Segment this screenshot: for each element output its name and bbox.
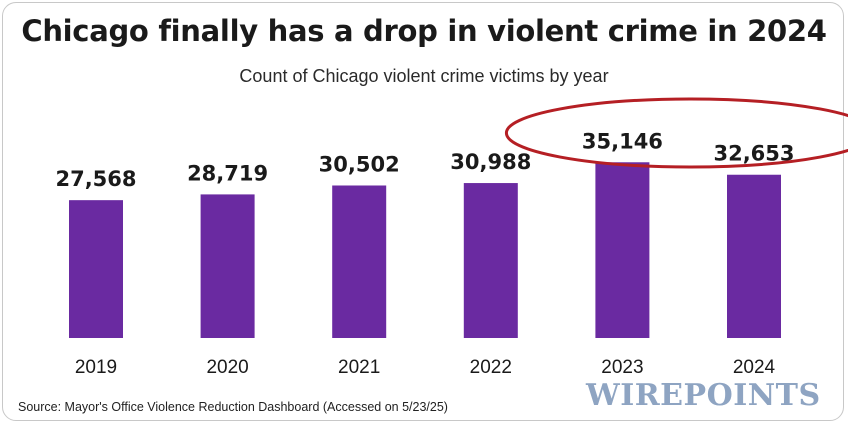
x-tick-label-2020: 2020 [206, 357, 248, 378]
value-label-2019: 27,568 [55, 167, 136, 191]
x-tick-label-2021: 2021 [338, 357, 380, 378]
x-tick-label-2023: 2023 [601, 357, 643, 378]
chart-subtitle: Count of Chicago violent crime victims b… [239, 66, 609, 86]
value-label-2022: 30,988 [450, 150, 531, 174]
chart-title: Chicago finally has a drop in violent cr… [21, 14, 827, 48]
value-label-2021: 30,502 [319, 152, 400, 176]
bar-2019 [69, 200, 123, 338]
highlight-ellipse [504, 97, 848, 169]
bar-2020 [200, 194, 255, 338]
wirepoints-logo: WIREPOINTS [586, 378, 821, 413]
source-note: Source: Mayor's Office Violence Reductio… [18, 400, 448, 414]
x-tick-label-2019: 2019 [75, 357, 117, 378]
value-label-2020: 28,719 [187, 161, 268, 185]
chart-frame [2, 2, 844, 421]
bar-2023 [595, 162, 650, 338]
bar-2022 [463, 183, 518, 338]
x-tick-label-2022: 2022 [470, 357, 512, 378]
x-tick-label-2024: 2024 [733, 357, 776, 378]
bar-2024 [727, 174, 781, 338]
bar-2021 [332, 185, 387, 338]
value-label-2023: 35,146 [582, 129, 663, 153]
